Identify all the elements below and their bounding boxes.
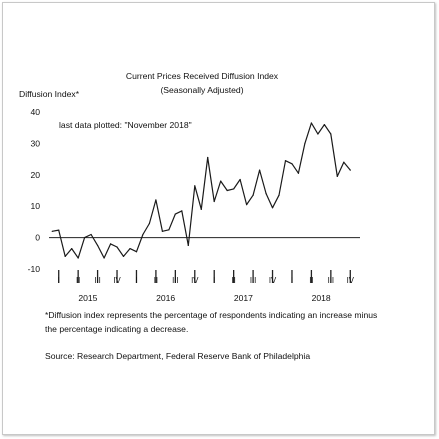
data-point bbox=[213, 200, 215, 203]
data-point bbox=[129, 247, 131, 250]
data-point bbox=[148, 222, 151, 225]
footnote-line-2: the percentage indicating a decrease. bbox=[45, 324, 188, 334]
y-tick-label: 0 bbox=[35, 233, 40, 243]
quarter-label: IV bbox=[269, 276, 277, 285]
last-data-annotation: last data plotted: "November 2018" bbox=[59, 120, 192, 130]
data-point bbox=[194, 185, 196, 187]
year-labels: 2015 2016 2017 2018 bbox=[78, 293, 331, 303]
source-note: Source: Research Department, Federal Res… bbox=[45, 351, 310, 361]
quarter-label: II bbox=[76, 276, 80, 285]
data-point bbox=[58, 229, 60, 231]
data-point bbox=[336, 175, 338, 177]
data-point bbox=[284, 160, 287, 162]
data-point bbox=[291, 163, 293, 165]
data-point bbox=[265, 193, 267, 195]
data-point bbox=[349, 169, 351, 171]
footnote-text-1: *Diffusion index represents the percenta… bbox=[45, 310, 377, 320]
year-label: 2016 bbox=[156, 293, 175, 303]
data-point bbox=[168, 229, 170, 231]
y-tick-label: 40 bbox=[30, 107, 40, 117]
quarter-label: II bbox=[309, 276, 313, 285]
data-point bbox=[226, 189, 228, 192]
chart-title: Current Prices Received Diffusion Index bbox=[126, 71, 279, 81]
data-point bbox=[103, 257, 105, 259]
data-point bbox=[200, 208, 202, 210]
quarter-ticks bbox=[58, 270, 351, 283]
y-tick-label: -10 bbox=[28, 264, 41, 274]
data-point bbox=[233, 188, 235, 190]
data-point bbox=[90, 233, 92, 236]
data-point bbox=[187, 244, 189, 247]
quarter-labels: I II III IV I II III IV I II III IV I II III IV bbox=[58, 276, 355, 285]
data-point bbox=[207, 156, 209, 159]
quarter-label: II bbox=[154, 276, 158, 285]
data-point bbox=[155, 199, 157, 201]
quarter-label: III bbox=[250, 276, 257, 285]
y-axis-tick-labels: -10 0 10 20 30 40 bbox=[28, 107, 41, 274]
quarter-label: IV bbox=[347, 276, 355, 285]
data-point bbox=[297, 172, 300, 174]
quarter-label: IV bbox=[191, 276, 199, 285]
data-point bbox=[220, 180, 222, 182]
data-point bbox=[135, 251, 138, 253]
data-point bbox=[77, 257, 79, 259]
y-axis-label: Diffusion Index* bbox=[19, 89, 80, 99]
data-point bbox=[96, 244, 99, 247]
year-label: 2017 bbox=[234, 293, 253, 303]
y-tick-label: 20 bbox=[30, 170, 40, 180]
series-layer bbox=[51, 122, 351, 259]
data-point bbox=[64, 255, 66, 258]
data-point bbox=[323, 123, 325, 126]
data-point bbox=[109, 243, 112, 245]
quarter-label: I bbox=[213, 276, 215, 285]
data-point bbox=[252, 194, 254, 196]
data-point bbox=[310, 122, 313, 124]
data-point bbox=[174, 213, 176, 215]
chart-frame bbox=[2, 2, 435, 435]
data-point bbox=[122, 255, 125, 258]
footnote-line-1: *Diffusion index represents the percenta… bbox=[45, 310, 377, 320]
footnote-text-2: the percentage indicating a decrease. bbox=[45, 324, 188, 334]
quarter-label: III bbox=[94, 276, 101, 285]
data-point bbox=[71, 247, 73, 250]
data-point bbox=[278, 194, 280, 196]
data-point bbox=[181, 210, 183, 212]
chart-subtitle: (Seasonally Adjusted) bbox=[160, 85, 243, 95]
data-point bbox=[116, 246, 118, 248]
year-label: 2018 bbox=[312, 293, 331, 303]
data-point bbox=[330, 133, 332, 135]
quarter-label: III bbox=[172, 276, 179, 285]
data-point bbox=[51, 230, 53, 232]
data-point bbox=[343, 161, 345, 163]
quarter-label: I bbox=[58, 276, 60, 285]
data-point bbox=[271, 207, 274, 209]
quarter-label: I bbox=[291, 276, 293, 285]
y-tick-label: 30 bbox=[30, 138, 40, 148]
data-point bbox=[142, 233, 144, 236]
quarter-label: IV bbox=[113, 276, 121, 285]
data-point bbox=[161, 230, 163, 232]
data-point bbox=[317, 133, 319, 135]
quarter-label: III bbox=[328, 276, 335, 285]
data-point bbox=[246, 204, 248, 206]
data-point bbox=[258, 169, 261, 171]
data-point bbox=[239, 178, 241, 181]
quarter-label: I bbox=[135, 276, 137, 285]
y-tick-label: 10 bbox=[30, 201, 40, 211]
quarter-label: II bbox=[231, 276, 235, 285]
data-point bbox=[304, 142, 306, 144]
year-label: 2015 bbox=[78, 293, 97, 303]
data-point bbox=[84, 237, 86, 239]
